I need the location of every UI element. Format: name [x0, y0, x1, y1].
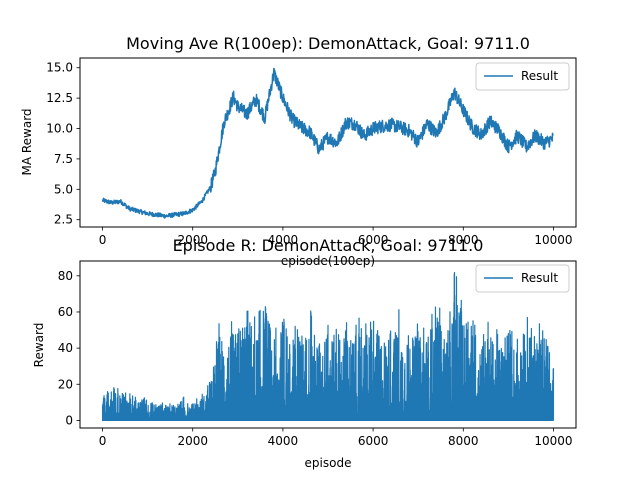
x-tick-label: 4000 — [268, 233, 299, 247]
y-tick-label: 20 — [58, 377, 73, 391]
axes-frame — [79, 57, 577, 228]
plot-area — [101, 67, 554, 219]
x-axis: 0 2000 4000 6000 8000 10000 — [99, 227, 573, 247]
y-axis-label: Reward — [32, 323, 46, 368]
legend-box — [475, 264, 570, 293]
chart-title: Moving Ave R(100ep): DemonAttack, Goal: … — [126, 34, 530, 53]
chart-title: Episode R: DemonAttack, Goal: 9711.0 — [173, 236, 484, 255]
x-tick-label: 0 — [99, 434, 107, 448]
legend-box — [475, 62, 570, 91]
plot-area — [101, 271, 555, 422]
x-tick-label: 4000 — [268, 434, 299, 448]
series-line-result — [101, 67, 554, 219]
legend: Result — [475, 264, 570, 293]
series-line-result — [101, 271, 555, 422]
x-tick-label: 6000 — [358, 434, 389, 448]
y-tick-label: 60 — [58, 305, 73, 319]
y-tick-label: 0 — [65, 413, 73, 427]
y-axis: 0 20 40 60 80 — [58, 269, 80, 427]
x-tick-label: 2000 — [177, 434, 208, 448]
episode-reward-chart: Episode R: DemonAttack, Goal: 9711.0 0 20… — [32, 236, 577, 470]
x-tick-label: 10000 — [534, 434, 572, 448]
x-tick-label: 10000 — [534, 233, 572, 247]
y-tick-label: 80 — [58, 269, 73, 283]
y-tick-label: 7.5 — [54, 152, 73, 166]
y-tick-label: 12.5 — [46, 91, 73, 105]
x-axis-label: episode — [305, 456, 352, 470]
x-tick-label: 8000 — [448, 434, 479, 448]
moving-average-chart: Moving Ave R(100ep): DemonAttack, Goal: … — [20, 34, 577, 268]
legend: Result — [475, 62, 570, 91]
x-tick-label: 6000 — [358, 233, 389, 247]
x-tick-label: 8000 — [448, 233, 479, 247]
legend-label: Result — [521, 271, 558, 285]
x-tick-label: 0 — [99, 233, 107, 247]
y-axis: 2.5 5.0 7.5 10.0 12.5 15.0 — [46, 61, 80, 227]
y-tick-label: 15.0 — [46, 61, 73, 75]
y-tick-label: 5.0 — [54, 182, 73, 196]
x-axis: 0 2000 4000 6000 8000 10000 — [99, 428, 573, 448]
y-axis-label: MA Reward — [20, 108, 34, 175]
axes-frame — [79, 260, 577, 429]
y-tick-label: 10.0 — [46, 122, 73, 136]
y-tick-label: 40 — [58, 341, 73, 355]
x-tick-label: 2000 — [177, 233, 208, 247]
legend-label: Result — [521, 69, 558, 83]
y-tick-label: 2.5 — [54, 213, 73, 227]
